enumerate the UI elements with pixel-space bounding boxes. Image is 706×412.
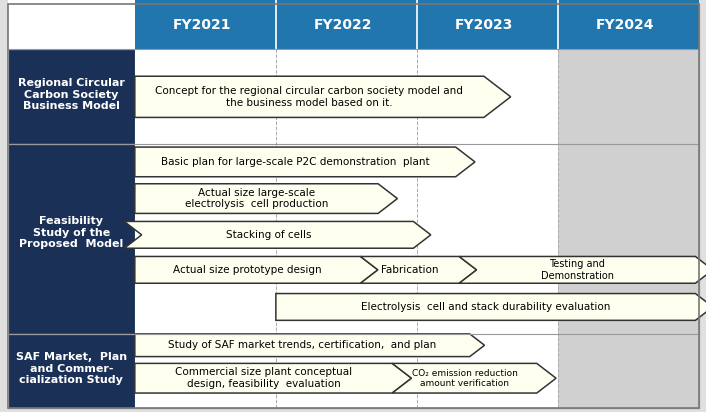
Bar [8, 49, 135, 144]
Text: Testing and
Demonstration: Testing and Demonstration [541, 259, 614, 281]
Text: SAF Market,  Plan
and Commer-
cialization Study: SAF Market, Plan and Commer- cialization… [16, 352, 127, 385]
Bar [8, 0, 699, 49]
Polygon shape [459, 256, 706, 283]
Text: Stacking of cells: Stacking of cells [226, 230, 311, 240]
Polygon shape [124, 222, 431, 248]
Text: FY2022: FY2022 [313, 18, 372, 32]
Polygon shape [135, 363, 412, 393]
Polygon shape [135, 184, 397, 213]
Text: FY2021: FY2021 [172, 18, 231, 32]
Text: Electrolysis  cell and stack durability evaluation: Electrolysis cell and stack durability e… [361, 302, 610, 312]
Text: Actual size large-scale
electrolysis  cell production: Actual size large-scale electrolysis cel… [185, 188, 328, 209]
Polygon shape [135, 256, 378, 283]
Bar [8, 144, 135, 334]
Text: Fabrication: Fabrication [381, 265, 438, 275]
Bar [8, 334, 135, 408]
Text: Commercial size plant conceptual
design, feasibility  evaluation: Commercial size plant conceptual design,… [175, 368, 352, 389]
Text: Study of SAF market trends, certification,  and plan: Study of SAF market trends, certificatio… [168, 340, 436, 350]
Polygon shape [361, 256, 477, 283]
Text: Concept for the regional circular carbon society model and
the business model ba: Concept for the regional circular carbon… [155, 86, 463, 108]
Text: Actual size prototype design: Actual size prototype design [174, 265, 322, 275]
Polygon shape [135, 76, 510, 117]
Text: Regional Circular
Carbon Society
Business Model: Regional Circular Carbon Society Busines… [18, 78, 125, 111]
Bar [558, 49, 699, 408]
Polygon shape [393, 363, 556, 393]
Polygon shape [135, 334, 484, 357]
Text: Basic plan for large-scale P2C demonstration  plant: Basic plan for large-scale P2C demonstra… [161, 157, 429, 167]
Text: Feasibility
Study of the
Proposed  Model: Feasibility Study of the Proposed Model [19, 216, 124, 249]
Text: FY2024: FY2024 [596, 18, 654, 32]
Bar [8, 0, 135, 49]
Text: CO₂ emission reduction
amount verification: CO₂ emission reduction amount verificati… [412, 368, 517, 388]
Polygon shape [276, 294, 706, 321]
Text: FY2023: FY2023 [455, 18, 513, 32]
Polygon shape [135, 147, 475, 177]
